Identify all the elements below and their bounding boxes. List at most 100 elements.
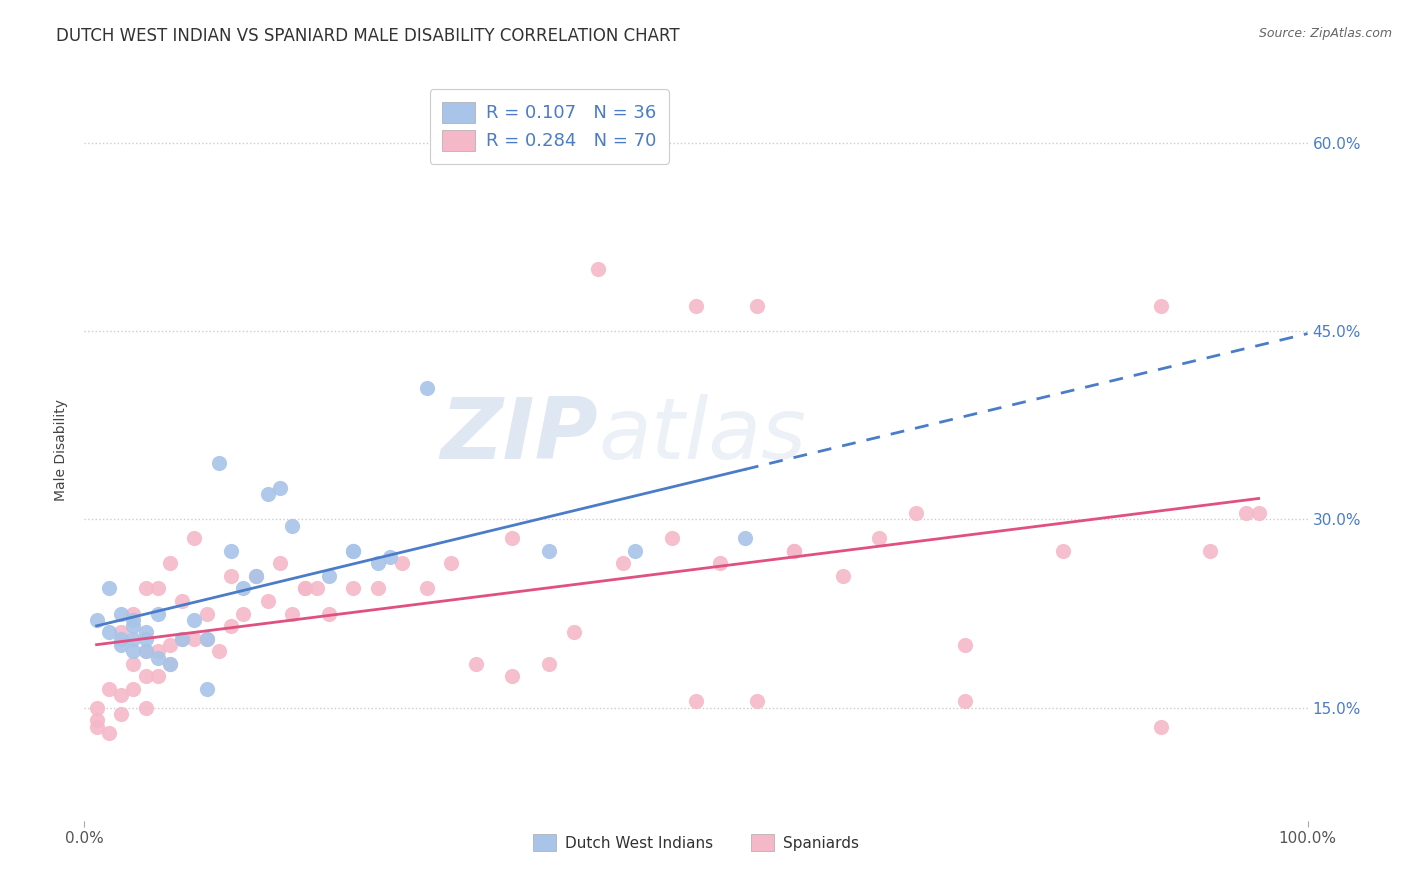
- Point: [1052, 544, 1074, 558]
- Text: ZIP: ZIP: [440, 394, 598, 477]
- Point: [146, 582, 169, 596]
- Point: [1150, 299, 1173, 313]
- Point: [1247, 506, 1270, 520]
- Point: [281, 518, 304, 533]
- Point: [1236, 506, 1258, 520]
- Point: [734, 531, 756, 545]
- Point: [135, 582, 157, 596]
- Point: [232, 607, 254, 621]
- Point: [831, 569, 853, 583]
- Point: [661, 531, 683, 545]
- Point: [122, 619, 145, 633]
- Point: [232, 582, 254, 596]
- Point: [269, 557, 291, 571]
- Text: Source: ZipAtlas.com: Source: ZipAtlas.com: [1258, 27, 1392, 40]
- Point: [183, 613, 205, 627]
- Point: [747, 694, 769, 708]
- Point: [269, 481, 291, 495]
- Point: [953, 638, 976, 652]
- Point: [122, 632, 145, 646]
- Point: [86, 613, 108, 627]
- Point: [159, 557, 181, 571]
- Point: [953, 694, 976, 708]
- Point: [416, 582, 439, 596]
- Point: [135, 669, 157, 683]
- Point: [905, 506, 928, 520]
- Point: [195, 607, 218, 621]
- Point: [464, 657, 486, 671]
- Point: [135, 644, 157, 658]
- Point: [97, 681, 120, 696]
- Point: [86, 713, 108, 727]
- Point: [97, 582, 120, 596]
- Point: [685, 694, 707, 708]
- Point: [367, 557, 389, 571]
- Point: [159, 638, 181, 652]
- Point: [538, 657, 561, 671]
- Point: [586, 261, 609, 276]
- Point: [122, 644, 145, 658]
- Point: [747, 299, 769, 313]
- Point: [172, 594, 194, 608]
- Point: [183, 632, 205, 646]
- Point: [367, 582, 389, 596]
- Point: [245, 569, 267, 583]
- Point: [562, 625, 585, 640]
- Point: [783, 544, 806, 558]
- Point: [146, 607, 169, 621]
- Point: [135, 632, 157, 646]
- Point: [110, 607, 132, 621]
- Point: [685, 299, 707, 313]
- Point: [257, 487, 280, 501]
- Y-axis label: Male Disability: Male Disability: [55, 400, 69, 501]
- Point: [380, 550, 402, 565]
- Text: atlas: atlas: [598, 394, 806, 477]
- Point: [294, 582, 316, 596]
- Point: [219, 569, 242, 583]
- Point: [122, 607, 145, 621]
- Point: [110, 688, 132, 702]
- Point: [122, 657, 145, 671]
- Point: [538, 544, 561, 558]
- Point: [612, 557, 634, 571]
- Point: [281, 607, 304, 621]
- Point: [294, 582, 316, 596]
- Point: [172, 632, 194, 646]
- Point: [1150, 719, 1173, 733]
- Point: [110, 638, 132, 652]
- Point: [391, 557, 413, 571]
- Point: [146, 644, 169, 658]
- Point: [86, 700, 108, 714]
- Point: [440, 557, 463, 571]
- Point: [342, 544, 364, 558]
- Point: [318, 607, 340, 621]
- Point: [342, 544, 364, 558]
- Point: [195, 681, 218, 696]
- Point: [783, 544, 806, 558]
- Point: [257, 594, 280, 608]
- Point: [135, 700, 157, 714]
- Point: [245, 569, 267, 583]
- Point: [219, 619, 242, 633]
- Point: [110, 632, 132, 646]
- Point: [110, 625, 132, 640]
- Point: [624, 544, 647, 558]
- Point: [416, 381, 439, 395]
- Point: [502, 669, 524, 683]
- Point: [869, 531, 891, 545]
- Point: [122, 681, 145, 696]
- Point: [97, 726, 120, 740]
- Point: [159, 657, 181, 671]
- Point: [86, 719, 108, 733]
- Text: DUTCH WEST INDIAN VS SPANIARD MALE DISABILITY CORRELATION CHART: DUTCH WEST INDIAN VS SPANIARD MALE DISAB…: [56, 27, 681, 45]
- Point: [146, 669, 169, 683]
- Point: [305, 582, 328, 596]
- Point: [135, 644, 157, 658]
- Point: [135, 625, 157, 640]
- Point: [342, 582, 364, 596]
- Point: [110, 706, 132, 721]
- Point: [208, 456, 231, 470]
- Point: [195, 632, 218, 646]
- Point: [97, 625, 120, 640]
- Point: [183, 531, 205, 545]
